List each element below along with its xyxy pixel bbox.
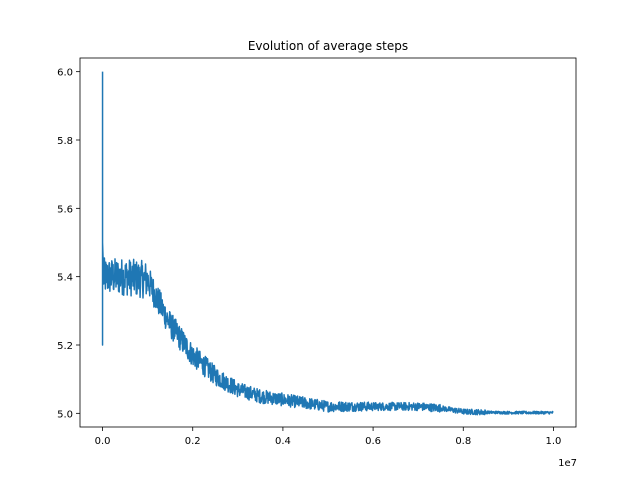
y-tick-label: 5.4 — [57, 273, 73, 284]
x-tick-label: 1.0 — [546, 436, 562, 447]
y-tick-label: 5.0 — [57, 409, 73, 420]
x-axis-offset-label: 1e7 — [558, 458, 577, 469]
y-tick-label: 5.6 — [57, 204, 73, 215]
x-tick-label: 0.4 — [275, 436, 291, 447]
chart-title: Evolution of average steps — [248, 39, 408, 53]
x-tick-label: 0.8 — [455, 436, 471, 447]
plot-area — [101, 71, 554, 416]
x-tick-label: 0.2 — [185, 436, 201, 447]
y-tick-label: 6.0 — [57, 68, 73, 79]
x-tick-label: 0.0 — [95, 436, 111, 447]
y-tick-label: 5.2 — [57, 341, 73, 352]
axes: 0.0 0.2 0.4 0.6 0.8 1.0 5.0 5.2 5.4 5.6 5.8 6.0 — [57, 57, 577, 447]
y-tick-label: 5.8 — [57, 136, 73, 147]
x-tick-label: 0.6 — [365, 436, 381, 447]
series-line — [101, 71, 554, 416]
axes-frame — [79, 57, 577, 428]
